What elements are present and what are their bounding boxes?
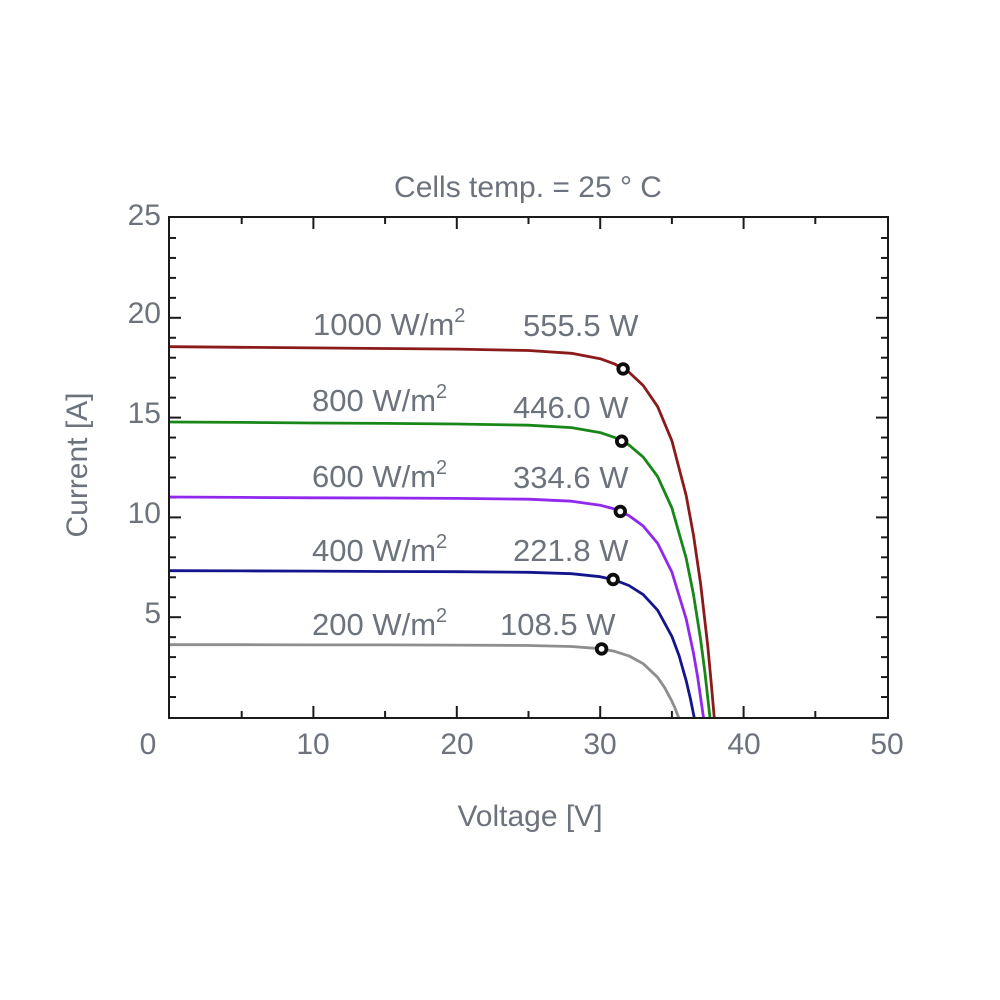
irradiance-label: 400 W/m2 xyxy=(312,530,448,569)
irradiance-label: 800 W/m2 xyxy=(312,380,448,419)
x-axis-label: Voltage [V] xyxy=(457,800,603,833)
superscript: 2 xyxy=(436,380,448,403)
mpp-marker-200 xyxy=(594,642,609,656)
irradiance-text: 200 W/m xyxy=(312,607,437,643)
power-label: 334.6 W xyxy=(513,460,629,495)
superscript: 2 xyxy=(436,530,448,553)
power-label: 446.0 W xyxy=(513,390,629,425)
irradiance-text: 800 W/m xyxy=(312,383,437,419)
x-tick-label: 50 xyxy=(870,728,904,761)
y-tick-label: 5 xyxy=(144,597,161,630)
y-tick-label: 25 xyxy=(127,199,161,232)
superscript: 2 xyxy=(436,604,448,627)
x-tick-label: 20 xyxy=(440,728,474,761)
irradiance-text: 400 W/m xyxy=(312,533,437,569)
irradiance-label: 600 W/m2 xyxy=(312,456,448,495)
x-tick-label: 40 xyxy=(727,728,761,761)
x-tick-label: 30 xyxy=(583,728,617,761)
power-label: 108.5 W xyxy=(500,607,616,642)
mpp-marker-400 xyxy=(606,572,620,587)
plot-canvas xyxy=(170,218,887,717)
plot-area: 1000 W/m2 555.5 W 800 W/m2 446.0 W 600 W… xyxy=(168,216,889,719)
y-tick-label: 20 xyxy=(127,297,161,330)
mpp-marker-800 xyxy=(615,434,629,448)
x-tick-label: 10 xyxy=(296,728,330,761)
mpp-marker-1000 xyxy=(616,362,630,376)
power-label: 555.5 W xyxy=(523,308,639,343)
x-tick-label: 0 xyxy=(139,728,157,761)
irradiance-text: 1000 W/m xyxy=(313,307,455,343)
y-tick-label: 10 xyxy=(127,497,161,530)
y-tick-label: 15 xyxy=(127,397,161,430)
mpp-marker-600 xyxy=(613,504,628,519)
chart-title: Cells temp. = 25 ° C xyxy=(394,171,662,204)
irradiance-label: 200 W/m2 xyxy=(312,604,448,643)
irradiance-label: 1000 W/m2 xyxy=(313,304,466,343)
superscript: 2 xyxy=(454,304,466,327)
power-label: 221.8 W xyxy=(513,533,629,568)
superscript: 2 xyxy=(436,456,448,479)
irradiance-text: 600 W/m xyxy=(312,459,437,495)
